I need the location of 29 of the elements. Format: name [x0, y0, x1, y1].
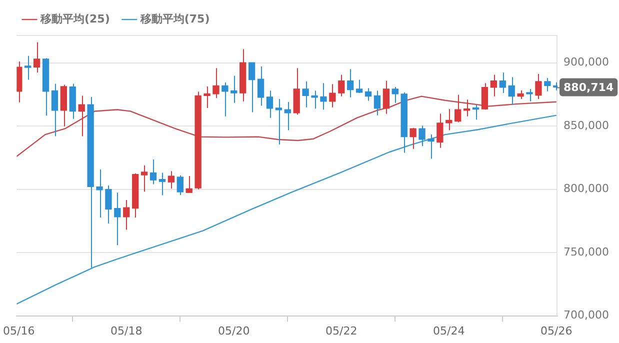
- candlestick: [526, 88, 533, 102]
- x-tick-label: 05/18: [110, 324, 142, 338]
- candlestick: [96, 168, 103, 218]
- candlestick: [418, 125, 426, 147]
- y-tick-label: 750,000: [564, 245, 610, 258]
- y-tick-label: 800,000: [564, 182, 610, 196]
- legend-label: 移動平均(25): [40, 12, 110, 26]
- y-tick-label: 700,000: [564, 308, 610, 322]
- candlestick: [544, 78, 551, 92]
- candlestick: [212, 68, 220, 98]
- candlestick: [194, 91, 202, 190]
- x-tick-label: 05/24: [433, 324, 465, 338]
- candlestick: [87, 96, 94, 268]
- candlestick: [140, 164, 148, 192]
- candlestick: [105, 185, 112, 224]
- legend-label: 移動平均(75): [139, 12, 210, 26]
- y-tick-label: 900,000: [564, 56, 610, 69]
- y-tick-label: 850,000: [564, 118, 610, 132]
- candlestick: [24, 55, 32, 80]
- candlestick: [302, 80, 309, 108]
- candlestick: [356, 79, 363, 94]
- candlestick: [329, 84, 336, 108]
- candlestick: [535, 73, 542, 100]
- x-tick-label: 05/26: [540, 324, 572, 338]
- x-tick-label: 05/22: [326, 324, 358, 338]
- annotation: 880,714: [564, 81, 614, 94]
- candlestick: [436, 113, 444, 148]
- x-tick-label: 05/20: [218, 324, 250, 338]
- x-tick-label: 05/16: [3, 324, 35, 338]
